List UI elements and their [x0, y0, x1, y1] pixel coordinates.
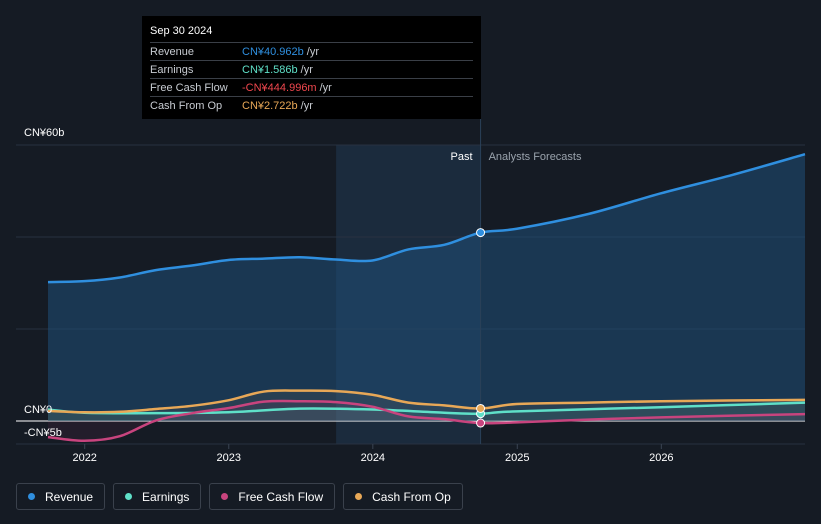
legend-dot-icon [355, 493, 363, 500]
y-axis-zero-label: CN¥0 [24, 404, 52, 416]
hover-markers [476, 228, 486, 428]
earnings-area [48, 402, 805, 421]
tooltip-metric-value: CN¥2.722b [242, 99, 298, 112]
tooltip-metric-name: Free Cash Flow [150, 81, 228, 94]
tooltip-row: Free Cash Flow -CN¥444.996m/yr [150, 78, 473, 96]
revenue-line [47, 152, 806, 284]
x-tick-label: 2022 [72, 452, 96, 464]
tooltip-metric-unit: /yr [306, 45, 320, 58]
free-cash-flow-line [47, 399, 806, 443]
tooltip-metric-value: -CN¥444.996m [242, 81, 317, 94]
tooltip-metric-name: Revenue [150, 45, 195, 58]
legend-dot-icon [28, 493, 35, 500]
legend-dot-icon [221, 493, 229, 500]
free-cash-flow-marker [476, 418, 486, 428]
earnings-line [47, 401, 806, 416]
data-tooltip: Sep 30 2024 Revenue CN¥40.962b/yr Earnings… [142, 16, 481, 119]
tooltip-row: Earnings CN¥1.586b/yr [150, 60, 473, 78]
past-label: Past [451, 151, 473, 163]
tooltip-metric-value: CN¥40.962b [242, 45, 304, 58]
tooltip-metric-name: Cash From Op [150, 99, 223, 112]
cash-from-op-area [48, 390, 805, 421]
chart-legend: Revenue Earnings Free Cash Flow Cash From O… [16, 483, 463, 510]
revenue-area [48, 154, 805, 421]
legend-item-revenue[interactable]: Revenue [16, 483, 106, 510]
revenue-marker [476, 228, 486, 238]
cash-from-op-line [47, 389, 806, 414]
tooltip-metric-unit: /yr [300, 63, 313, 76]
x-tick-label: 2026 [649, 452, 673, 464]
forecast-label: Analysts Forecasts [489, 151, 582, 163]
y-axis-bottom-label: -CN¥5b [24, 427, 62, 439]
legend-label: Free Cash Flow [238, 489, 324, 504]
legend-item-free-cash-flow[interactable]: Free Cash Flow [209, 483, 336, 510]
series-areas [48, 154, 805, 441]
x-tick-label: 2025 [505, 452, 529, 464]
tooltip-metric-unit: /yr [300, 99, 313, 112]
x-axis-ticks: 2022 2023 2024 2025 2026 [72, 444, 674, 464]
cash-from-op-marker [476, 403, 486, 413]
tooltip-metric-name: Earnings [150, 63, 194, 76]
legend-label: Cash From Op [372, 489, 451, 504]
legend-label: Revenue [45, 489, 94, 504]
x-tick-label: 2024 [361, 452, 385, 464]
tooltip-row: Cash From Op CN¥2.722b/yr [150, 96, 473, 114]
series-lines [47, 152, 806, 443]
legend-item-earnings[interactable]: Earnings [113, 483, 202, 510]
x-tick-label: 2023 [217, 452, 241, 464]
y-axis-top-label: CN¥60b [24, 127, 64, 139]
legend-item-cash-from-op[interactable]: Cash From Op [343, 483, 463, 510]
tooltip-row: Revenue CN¥40.962b/yr [150, 42, 473, 60]
legend-dot-icon [125, 493, 133, 500]
tooltip-metric-value: CN¥1.586b [242, 63, 298, 76]
tooltip-date: Sep 30 2024 [150, 25, 213, 37]
legend-label: Earnings [142, 489, 190, 504]
tooltip-metric-unit: /yr [319, 81, 332, 94]
